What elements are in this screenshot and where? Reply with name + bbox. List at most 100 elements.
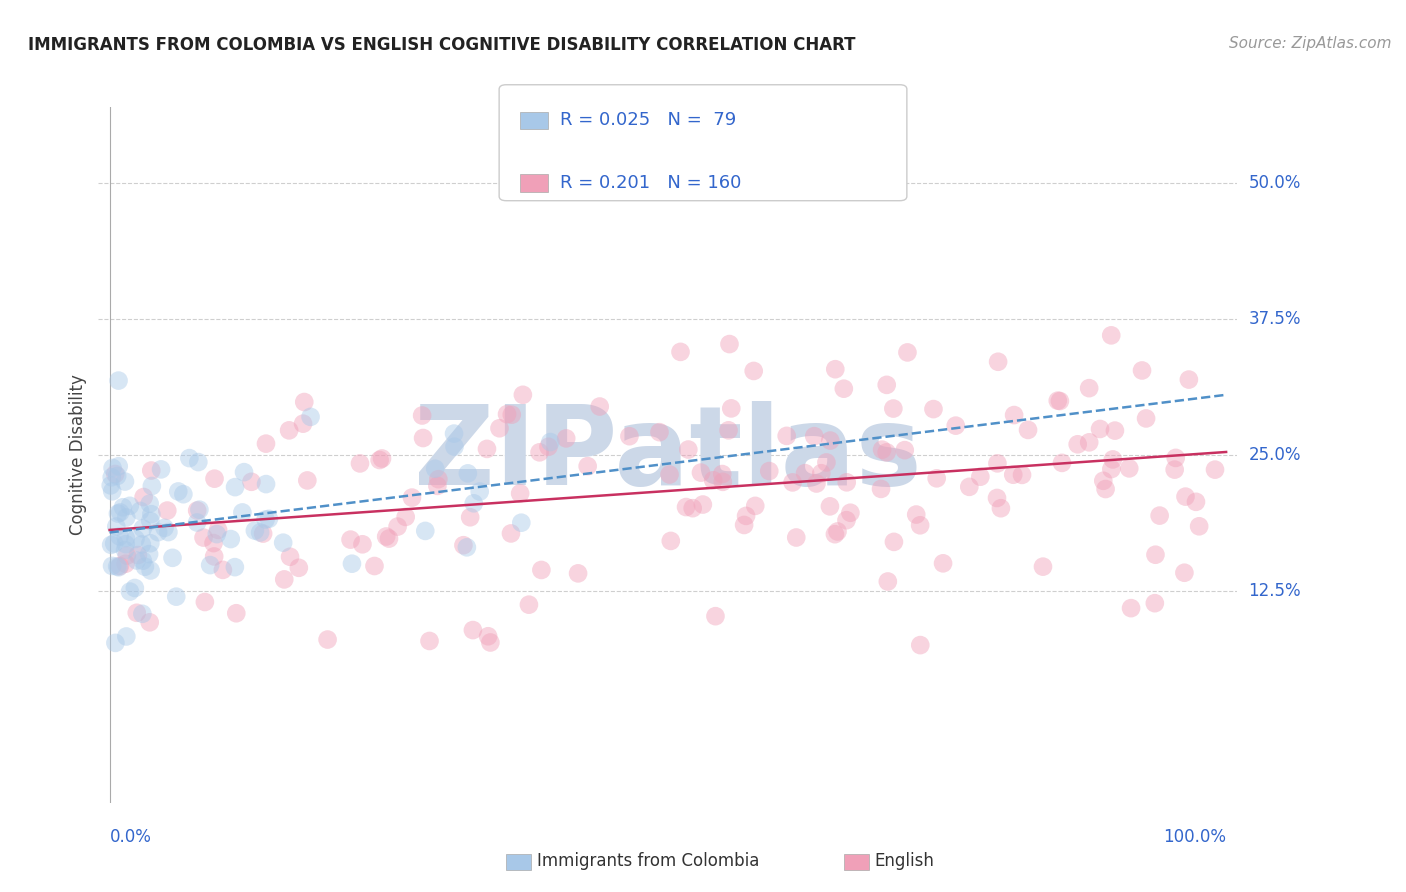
Text: 0.0%: 0.0% <box>110 828 152 846</box>
Immigrants from Colombia <box>125 553 148 567</box>
Immigrants from Colombia <box>425 461 447 475</box>
Immigrants from Colombia <box>219 532 242 546</box>
English <box>1178 373 1201 387</box>
English <box>138 615 160 630</box>
Immigrants from Colombia <box>115 510 138 524</box>
English <box>1173 566 1195 580</box>
English <box>893 443 915 458</box>
English <box>1078 381 1101 395</box>
English <box>669 344 692 359</box>
English <box>501 408 523 422</box>
Immigrants from Colombia <box>111 500 134 515</box>
Immigrants from Colombia <box>115 630 138 644</box>
English <box>810 467 832 481</box>
Text: IMMIGRANTS FROM COLOMBIA VS ENGLISH COGNITIVE DISABILITY CORRELATION CHART: IMMIGRANTS FROM COLOMBIA VS ENGLISH COGN… <box>28 36 856 54</box>
English <box>141 463 163 477</box>
Text: Source: ZipAtlas.com: Source: ZipAtlas.com <box>1229 36 1392 51</box>
English <box>678 442 700 457</box>
English <box>908 518 931 533</box>
English <box>278 549 301 564</box>
English <box>426 479 449 493</box>
English <box>711 467 734 481</box>
English <box>339 533 361 547</box>
English <box>785 531 807 545</box>
English <box>412 431 434 445</box>
English <box>815 455 838 469</box>
English <box>387 519 409 533</box>
English <box>273 573 295 587</box>
English <box>278 423 301 437</box>
English <box>530 563 553 577</box>
English <box>1188 519 1211 533</box>
Immigrants from Colombia <box>104 636 127 650</box>
English <box>1174 490 1197 504</box>
English <box>1144 548 1167 562</box>
Text: 12.5%: 12.5% <box>1249 582 1301 599</box>
Immigrants from Colombia <box>233 465 256 479</box>
English <box>204 472 226 486</box>
Immigrants from Colombia <box>132 554 155 568</box>
English <box>1204 462 1226 476</box>
Immigrants from Colombia <box>538 435 561 450</box>
English <box>794 466 817 480</box>
Immigrants from Colombia <box>153 521 176 535</box>
English <box>104 467 127 481</box>
Immigrants from Colombia <box>167 484 190 499</box>
English <box>1002 467 1025 482</box>
Immigrants from Colombia <box>114 475 136 489</box>
English <box>458 510 481 524</box>
English <box>905 508 928 522</box>
English <box>776 429 799 443</box>
English <box>782 475 804 490</box>
Text: 37.5%: 37.5% <box>1249 310 1301 328</box>
English <box>735 508 758 523</box>
English <box>969 469 991 483</box>
English <box>401 491 423 505</box>
Text: Immigrants from Colombia: Immigrants from Colombia <box>537 852 759 870</box>
English <box>839 506 862 520</box>
English <box>132 490 155 504</box>
English <box>1049 394 1071 409</box>
English <box>225 606 247 620</box>
English <box>378 532 401 546</box>
English <box>1135 411 1157 425</box>
English <box>832 382 855 396</box>
Text: English: English <box>875 852 935 870</box>
Text: R = 0.201   N = 160: R = 0.201 N = 160 <box>560 174 741 192</box>
English <box>824 527 846 541</box>
English <box>1002 408 1025 422</box>
Immigrants from Colombia <box>100 538 122 552</box>
English <box>1032 559 1054 574</box>
Immigrants from Colombia <box>107 507 129 521</box>
English <box>477 629 499 643</box>
English <box>1118 461 1140 475</box>
Immigrants from Colombia <box>198 558 221 573</box>
English <box>675 500 697 514</box>
Immigrants from Colombia <box>457 467 479 481</box>
Immigrants from Colombia <box>114 543 136 558</box>
English <box>820 434 842 448</box>
English <box>529 445 551 459</box>
Immigrants from Colombia <box>124 581 146 595</box>
English <box>1094 482 1116 496</box>
English <box>1099 328 1122 343</box>
Immigrants from Colombia <box>249 525 271 540</box>
Immigrants from Colombia <box>132 521 155 535</box>
Immigrants from Colombia <box>257 512 280 526</box>
English <box>576 459 599 474</box>
English <box>1163 462 1185 476</box>
English <box>316 632 339 647</box>
English <box>202 536 225 550</box>
Immigrants from Colombia <box>131 537 153 551</box>
Immigrants from Colombia <box>129 504 152 518</box>
English <box>193 531 215 545</box>
Immigrants from Colombia <box>105 519 128 533</box>
Immigrants from Colombia <box>254 477 277 491</box>
English <box>1017 423 1039 437</box>
English <box>115 549 138 563</box>
English <box>461 623 484 637</box>
English <box>186 503 208 517</box>
Immigrants from Colombia <box>105 559 128 574</box>
Immigrants from Colombia <box>165 590 187 604</box>
English <box>1143 596 1166 610</box>
